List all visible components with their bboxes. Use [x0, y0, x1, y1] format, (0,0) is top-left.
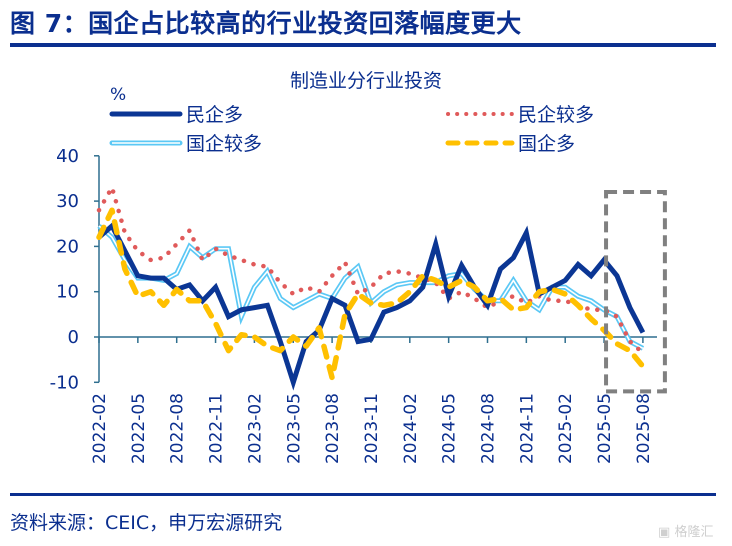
legend-item-state-more: 国企较多: [109, 133, 262, 155]
title-divider: [10, 43, 716, 47]
legend-label: 民企较多: [518, 104, 594, 126]
legend-label: 民企多: [186, 104, 243, 126]
chart-title: 制造业分行业投资: [290, 70, 442, 92]
legend-item-private-more: 民企较多: [446, 104, 594, 126]
series-layer: [96, 181, 646, 391]
legend-item-state-heavy: 国企多: [445, 133, 575, 155]
x-tick-label: 2023-11: [362, 393, 382, 464]
watermark: ▣ 格隆汇: [658, 521, 713, 540]
x-tick-label: 2023-08: [323, 393, 343, 464]
series-line-state-heavy: [96, 207, 646, 381]
series-line-private-more: [96, 181, 646, 356]
x-tick-label: 2023-02: [245, 393, 265, 464]
x-tick-label: 2025-08: [634, 393, 654, 464]
y-tick-label: 20: [56, 236, 79, 257]
x-tick-label: 2022-02: [90, 393, 110, 464]
watermark-logo-icon: ▣: [658, 525, 671, 540]
y-tick-label: -10: [50, 372, 79, 393]
x-tick-label: 2022-08: [168, 393, 188, 464]
highlight-box: [604, 190, 667, 394]
x-tick-label: 2024-02: [401, 393, 421, 464]
annotation-layer: [604, 190, 667, 394]
series-line-private-heavy: [97, 222, 646, 391]
x-tick-label: 2022-05: [129, 393, 149, 464]
y-tick-label: 0: [68, 327, 79, 348]
legend: 民企多 国企较多 民企较多 国企多: [109, 104, 594, 155]
axes: -10 0 10 20 30 40 2022-02 2022-05 2022-08 2022-11…: [50, 146, 657, 464]
x-tick-label: 2023-05: [284, 393, 304, 464]
source-note: 资料来源：CEIC，申万宏源研究: [10, 512, 283, 534]
x-tick-label: 2024-05: [440, 393, 460, 464]
y-axis-unit: %: [110, 85, 126, 105]
watermark-text: 格隆汇: [674, 525, 714, 540]
y-tick-label: 30: [56, 191, 79, 212]
legend-label: 国企多: [518, 133, 575, 155]
x-tick-label: 2024-11: [517, 393, 537, 464]
figure-title: 图 7：国企占比较高的行业投资回落幅度更大: [10, 9, 522, 38]
y-tick-label: 40: [56, 146, 79, 167]
x-tick-label: 2024-08: [479, 393, 499, 464]
x-tick-label: 2025-02: [556, 393, 576, 464]
x-tick-label: 2025-05: [595, 393, 615, 464]
legend-label: 国企较多: [186, 133, 262, 155]
x-tick-label: 2022-11: [207, 393, 227, 464]
footer-divider: [10, 493, 716, 496]
legend-item-private-heavy: 民企多: [109, 104, 243, 126]
y-tick-label: 10: [56, 282, 79, 303]
